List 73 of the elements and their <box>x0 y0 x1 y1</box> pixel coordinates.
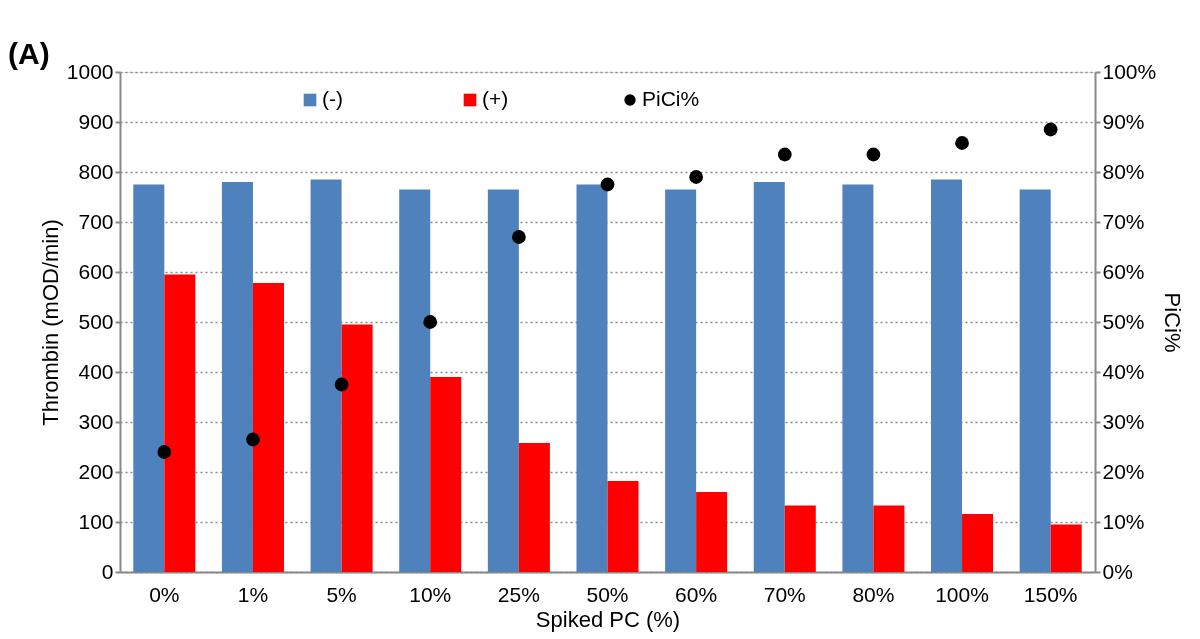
point <box>157 445 172 459</box>
y2-tick-label: 100% <box>1102 59 1157 83</box>
bar <box>665 189 697 572</box>
x-tick-label: 10% <box>409 582 452 606</box>
point <box>246 432 260 447</box>
y2-tick-label: 80% <box>1102 159 1145 183</box>
bar <box>518 443 550 572</box>
y-tick-label: 200 <box>78 459 114 483</box>
bar <box>873 505 905 572</box>
x-tick-label: 60% <box>675 582 718 606</box>
legend-label: (-) <box>322 87 343 110</box>
bar <box>164 274 196 572</box>
y-tick-label: 600 <box>78 259 114 283</box>
text: (A) <box>8 37 50 70</box>
x-tick-label: 100% <box>935 582 989 606</box>
x-tick-label: 80% <box>852 582 895 606</box>
point <box>600 177 615 192</box>
y-tick-label: 800 <box>78 159 114 183</box>
x-tick-label: 70% <box>763 582 806 606</box>
point <box>955 136 969 150</box>
point <box>689 170 704 184</box>
y-axis-title: Thrombin (mOD/min) <box>37 219 63 426</box>
bar <box>696 492 728 572</box>
bar <box>252 283 284 572</box>
bar <box>430 377 462 572</box>
x-tick-label: 0% <box>149 582 180 606</box>
y-tick-label: 300 <box>78 409 114 433</box>
bar <box>487 189 519 572</box>
y2-tick-label: 90% <box>1102 109 1145 133</box>
bar <box>576 184 608 572</box>
bar <box>607 481 639 572</box>
y-tick-label: 1000 <box>66 59 114 83</box>
y2-tick-label: 0% <box>1102 559 1133 583</box>
x-tick-label: 25% <box>497 582 540 606</box>
bar <box>341 324 373 572</box>
y2-tick-label: 10% <box>1102 509 1145 533</box>
y2-tick-label: 40% <box>1102 359 1145 383</box>
point <box>511 230 526 244</box>
y-tick-label: 100 <box>78 509 114 533</box>
y2-tick-label: 70% <box>1102 209 1145 233</box>
x-tick-label: 5% <box>326 582 357 606</box>
y2-tick-label: 50% <box>1102 309 1145 333</box>
bar <box>221 182 253 572</box>
y2-tick-label: 20% <box>1102 459 1145 483</box>
y-tick-label: 700 <box>78 209 114 233</box>
x-tick-label: 50% <box>586 582 629 606</box>
y-tick-label: 900 <box>78 109 114 133</box>
legend-label: PiCi% <box>642 87 700 110</box>
point <box>1043 122 1058 137</box>
y2-tick-label: 30% <box>1102 409 1145 433</box>
y-tick-label: 400 <box>78 359 114 383</box>
y-tick-label: 0 <box>101 559 114 583</box>
bar <box>310 179 342 572</box>
point <box>423 315 438 329</box>
y2-axis-title: PiCi% <box>1160 292 1186 353</box>
point <box>777 147 792 162</box>
point <box>334 377 349 392</box>
x-axis-title: Spiked PC (%) <box>535 606 681 632</box>
bar <box>842 184 874 572</box>
bar <box>753 182 785 572</box>
x-tick-label: 1% <box>237 582 269 606</box>
bar <box>784 505 816 572</box>
bar <box>1050 524 1082 572</box>
bar <box>931 179 963 572</box>
point <box>866 147 881 162</box>
bar <box>1019 189 1051 572</box>
bar <box>133 184 165 572</box>
x-tick-label: 150% <box>1023 582 1078 606</box>
legend-label: (+) <box>482 87 509 110</box>
y2-tick-label: 60% <box>1102 259 1145 283</box>
bar <box>962 514 994 572</box>
bar <box>399 189 431 572</box>
y-tick-label: 500 <box>78 309 114 333</box>
